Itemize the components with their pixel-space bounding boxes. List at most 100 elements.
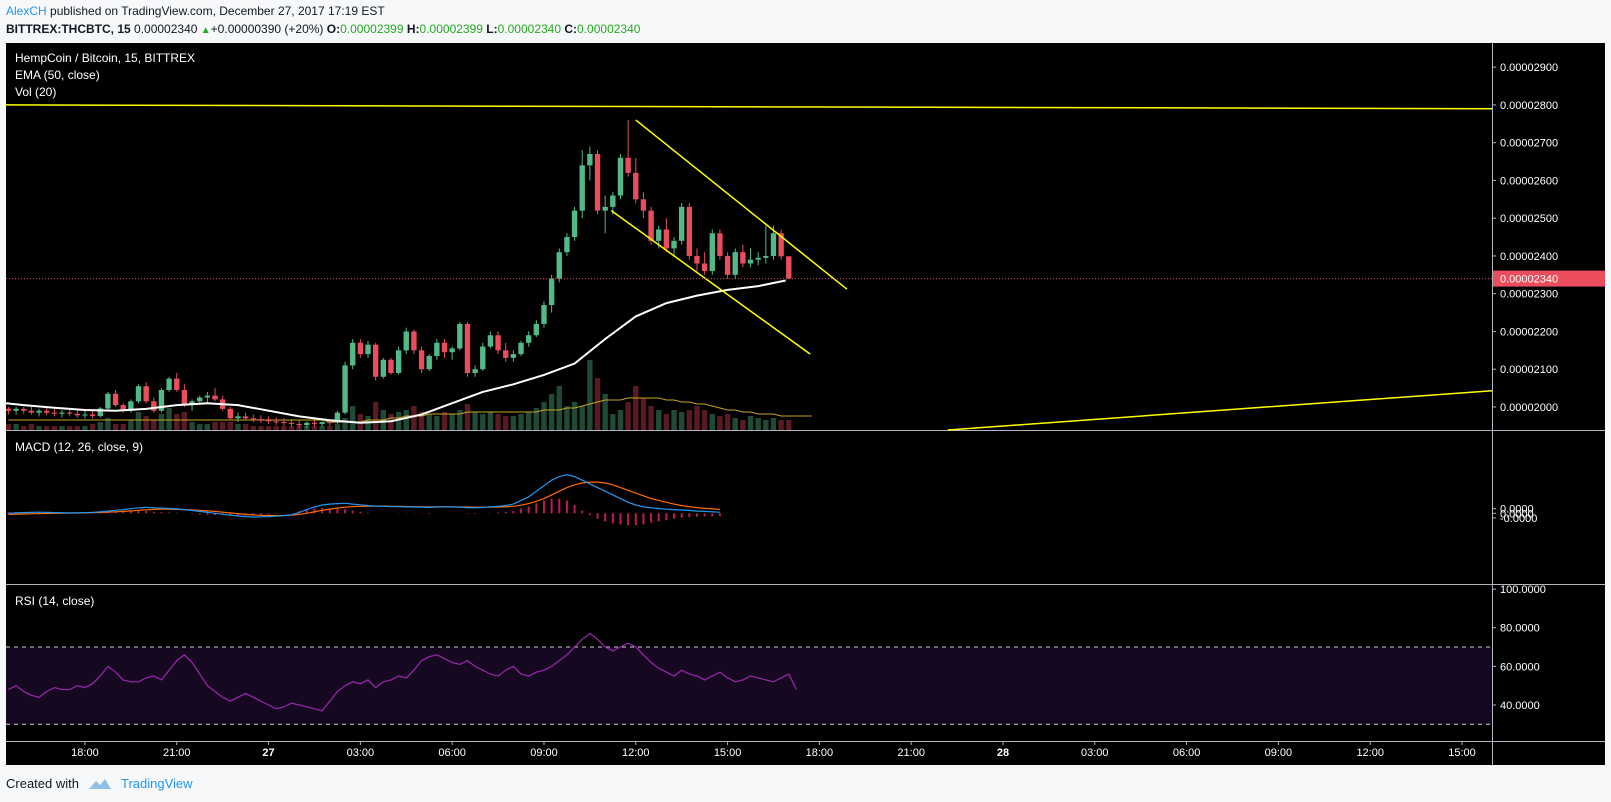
volume-bar [219, 422, 226, 430]
volume-bar [112, 424, 119, 430]
time-tick-label: 21:00 [897, 747, 925, 759]
volume-bar [426, 414, 432, 430]
volume-bar [510, 416, 517, 430]
candle-body [503, 350, 509, 358]
candle-body [304, 422, 310, 426]
volume-ma-line [8, 397, 812, 423]
volume-bar [44, 426, 50, 430]
candle-body [617, 157, 624, 196]
time-tick-label: 03:00 [1081, 747, 1109, 759]
candle-body [128, 401, 134, 411]
candle-body [449, 348, 455, 353]
trendline [947, 389, 1493, 431]
volume-bar [548, 394, 555, 430]
volume-bar [495, 414, 501, 430]
candle-body [594, 154, 601, 211]
volume-bar [181, 412, 188, 430]
candle-body [105, 393, 111, 409]
candle-body [411, 331, 417, 351]
volume-bar [602, 394, 608, 430]
candle-body [288, 422, 295, 424]
candle-body [747, 259, 754, 264]
volume-bar [709, 414, 715, 430]
volume-bar [763, 420, 769, 430]
candle-body [602, 206, 608, 211]
candle-body [701, 263, 708, 272]
volume-bar [594, 378, 601, 430]
candle-body [273, 421, 279, 423]
candle-body [395, 350, 402, 373]
candle-body [166, 378, 172, 390]
volume-bar [265, 426, 272, 430]
tradingview-link[interactable]: TradingView [120, 776, 193, 791]
candle-body [732, 252, 738, 275]
chart-area[interactable]: 0.00002340 0.00002900 0.00002800 0.00002700… [5, 43, 1605, 765]
candle-body [717, 233, 723, 256]
volume-bar [464, 404, 471, 430]
ema-line [5, 279, 786, 424]
price-tick-label: 0.00002500 [1500, 213, 1558, 225]
volume-bar [235, 424, 241, 430]
candle-body [372, 344, 379, 377]
candle-body [663, 229, 670, 249]
macd-tick-label: 0.0000 [1500, 504, 1534, 516]
candle-body [441, 342, 448, 353]
volume-bar [36, 426, 42, 430]
author-link[interactable]: AlexCH [6, 4, 47, 18]
volume-bar [686, 410, 693, 430]
candle-body [82, 414, 88, 416]
candle-body [357, 342, 364, 355]
candle-body [311, 422, 318, 424]
candle-body [510, 354, 517, 358]
legend-macd: MACD (12, 26, close, 9) [15, 440, 143, 454]
open-label: O: [326, 22, 341, 36]
candle-body [487, 335, 494, 347]
low-label: L: [486, 22, 498, 36]
candle-body [174, 378, 180, 390]
candle-body [5, 408, 12, 411]
candle-body [227, 408, 233, 419]
candle-body [525, 335, 532, 343]
price-change: +0.00000390 (+20%) [210, 22, 324, 36]
volume-bar [334, 424, 341, 430]
candle-body [671, 240, 677, 249]
candle-body [120, 405, 126, 411]
volume-bar [487, 412, 494, 430]
candle-body [548, 278, 555, 306]
volume-bar [273, 426, 279, 430]
candle-body [89, 414, 96, 417]
candle-body [763, 255, 769, 258]
candle-body [678, 206, 685, 241]
candle-body [235, 416, 241, 419]
volume-bar [740, 420, 746, 430]
time-tick-label: 18:00 [71, 747, 99, 759]
time-tick-label: 28 [997, 747, 1009, 759]
candle-body [625, 157, 631, 173]
candle-body [242, 416, 249, 419]
volume-bar [579, 406, 585, 430]
candle-body [59, 412, 65, 414]
macd-line [8, 474, 720, 518]
candle-body [709, 233, 715, 272]
close-value: 0.00002340 [577, 22, 641, 36]
volume-bar [120, 424, 126, 430]
rsi-tick-label: 40.0000 [1500, 700, 1540, 712]
candle-body [579, 165, 585, 211]
volume-bar [564, 406, 570, 430]
chart-svg[interactable]: 0.00002340 0.00002900 0.00002800 0.00002700… [5, 43, 1605, 765]
candle-body [587, 154, 593, 166]
volume-bar [503, 416, 509, 430]
candle-body [66, 412, 73, 414]
candle-body [480, 346, 486, 370]
volume-bar [556, 386, 562, 430]
price-tick-label: 0.00002000 [1500, 402, 1558, 414]
candle-body [418, 350, 425, 370]
candle-body [334, 412, 341, 423]
candle-body [694, 255, 700, 264]
last-price: 0.00002340 [134, 22, 198, 36]
volume-bar [372, 402, 379, 430]
volume-bar [732, 418, 738, 430]
candle-body [434, 342, 440, 356]
candle-body [495, 335, 501, 351]
volume-bar [212, 422, 218, 430]
